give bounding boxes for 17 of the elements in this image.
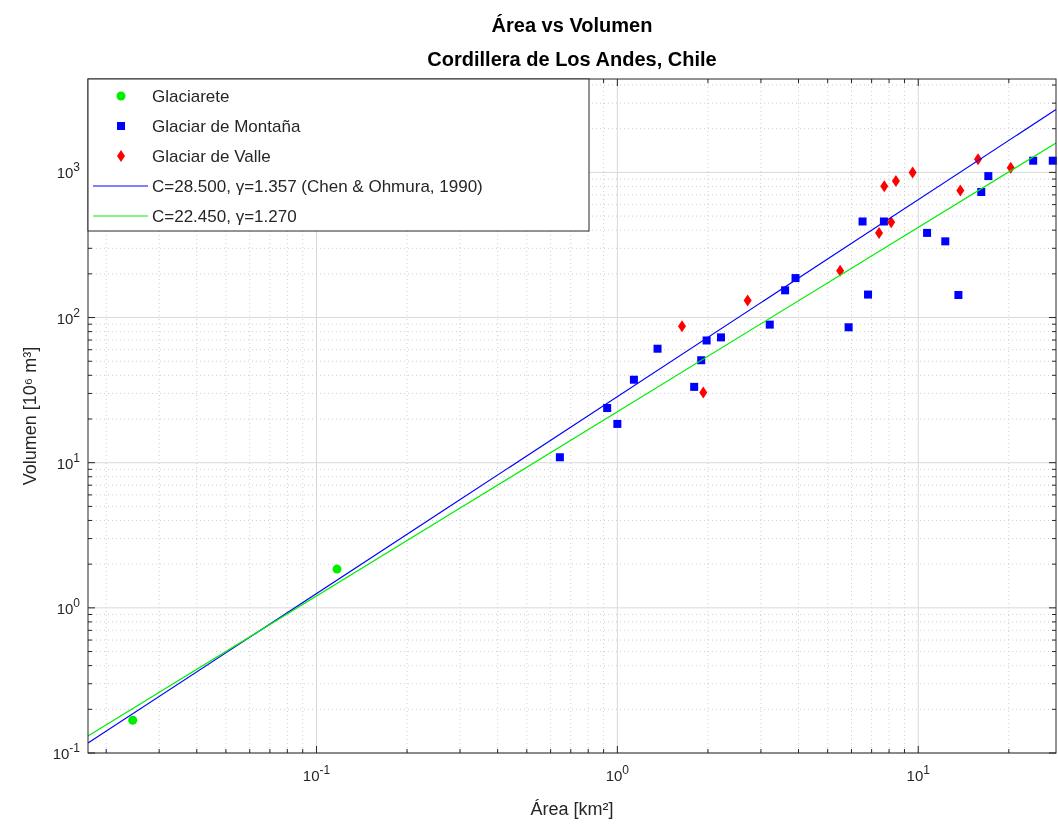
y-tick-label: 10$^{3}$ — [56, 160, 81, 182]
legend-label: C=28.500, γ=1.357 (Chen & Ohmura, 1990) — [152, 177, 483, 196]
x-axis-title: Área [km²] — [530, 799, 614, 819]
legend-label: Glaciar de Montaña — [152, 117, 301, 136]
legend-label: Glaciar de Valle — [152, 147, 271, 166]
x-tick-label: 10$^{1}$ — [906, 763, 931, 784]
y-tick-label: 10$^{-1}$ — [52, 741, 81, 762]
x-tick-label: 10$^{-1}$ — [302, 763, 331, 784]
y-tick-label: 10$^{1}$ — [56, 450, 81, 472]
legend-label: C=22.450, γ=1.270 — [152, 207, 297, 226]
chart-title: Área vs Volumen — [491, 14, 653, 36]
y-axis-title: Volumen [10⁶ m³] — [20, 346, 40, 486]
legend-label: Glaciarete — [152, 87, 230, 106]
y-tick-label: 10$^{0}$ — [56, 595, 81, 617]
x-tick-label: 10$^{0}$ — [605, 763, 630, 784]
chart-subtitle: Cordillera de Los Andes, Chile — [427, 48, 717, 70]
y-tick-label: 10$^{2}$ — [56, 305, 81, 327]
